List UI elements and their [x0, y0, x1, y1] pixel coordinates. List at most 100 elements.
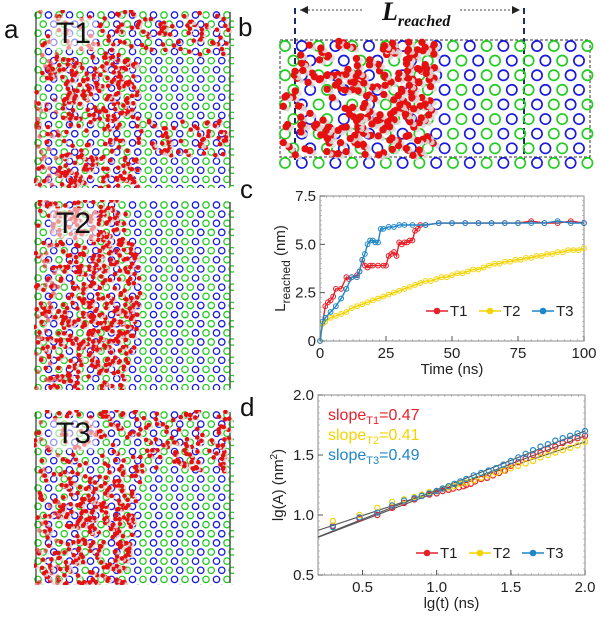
oxygen-atom [35, 120, 40, 126]
lattice-ring [228, 511, 234, 520]
oxygen-atom [51, 471, 57, 477]
oxygen-atom [223, 41, 229, 46]
lattice-ring [202, 157, 210, 166]
oxygen-atom [201, 151, 207, 156]
oxygen-atom [215, 443, 221, 449]
oxygen-atom [118, 292, 123, 298]
oxygen-atom [55, 284, 61, 290]
oxygen-atom [122, 288, 127, 293]
lattice-ring [497, 127, 510, 140]
lattice-ring [144, 338, 153, 346]
oxygen-atom [62, 572, 67, 578]
lattice-ring [170, 11, 179, 19]
oxygen-atom [167, 32, 173, 37]
oxygen-atom [80, 554, 85, 560]
lattice-ring [202, 255, 210, 264]
oxygen-atom [81, 89, 87, 94]
lattice-ring [228, 493, 234, 502]
lattice-ring [165, 265, 174, 273]
lattice-ring [196, 75, 205, 83]
lattice-ring [573, 83, 585, 96]
lattice-ring [212, 465, 221, 474]
lattice-ring [133, 438, 142, 447]
lattice-ring [165, 246, 174, 255]
oxygen-atom [79, 581, 85, 585]
lattice-ring [181, 84, 189, 92]
oxygen-atom [88, 283, 93, 289]
lattice-ring [228, 210, 234, 218]
oxygen-atom [394, 91, 402, 100]
oxygen-atom [35, 340, 41, 345]
oxygen-atom [106, 38, 111, 43]
lattice-ring [154, 566, 163, 575]
lattice-ring [196, 319, 205, 328]
oxygen-atom [118, 74, 123, 79]
lattice-ring [228, 20, 234, 28]
oxygen-atom [134, 416, 140, 422]
oxygen-atom [104, 61, 109, 66]
lattice-ring [175, 111, 184, 120]
lattice-ring [91, 129, 100, 138]
lattice-ring [165, 319, 174, 328]
oxygen-atom [112, 215, 118, 221]
oxygen-atom [41, 240, 46, 246]
lattice-ring [170, 292, 179, 301]
oxygen-atom [103, 277, 108, 283]
oxygen-atom [205, 120, 210, 125]
lattice-ring [55, 255, 63, 264]
lattice-ring [531, 69, 543, 82]
lattice-ring [107, 429, 116, 438]
oxygen-atom [61, 325, 67, 331]
oxygen-atom [216, 430, 222, 436]
lattice-ring [196, 301, 205, 310]
oxygen-atom [170, 23, 175, 29]
lattice-ring [144, 56, 153, 65]
lattice-ring [133, 148, 142, 156]
oxygen-atom [388, 145, 397, 154]
oxygen-atom [107, 361, 112, 367]
lattice-ring [489, 142, 501, 155]
oxygen-atom [169, 435, 175, 441]
lattice-ring [531, 98, 543, 111]
oxygen-atom [66, 92, 71, 98]
oxygen-atom [197, 52, 203, 57]
oxygen-atom [117, 253, 122, 258]
lattice-ring [139, 102, 147, 111]
oxygen-atom [82, 322, 88, 328]
lattice-ring [165, 301, 174, 310]
lattice-ring [463, 40, 476, 52]
oxygen-atom [130, 100, 136, 106]
lattice-ring [144, 283, 153, 292]
oxygen-atom [48, 293, 54, 299]
oxygen-atom [187, 412, 193, 418]
lattice-ring [217, 265, 226, 273]
oxygen-atom [350, 78, 358, 87]
lattice-ring [212, 175, 221, 184]
oxygen-atom [97, 23, 103, 29]
lattice-ring [217, 511, 226, 520]
oxygen-atom [91, 240, 97, 246]
lattice-ring [217, 283, 226, 292]
lattice-ring [212, 520, 221, 529]
oxygen-atom [85, 107, 90, 113]
oxygen-atom [87, 174, 93, 180]
lattice-ring [186, 93, 195, 102]
oxygen-atom [129, 491, 135, 497]
oxygen-atom [146, 120, 152, 125]
oxygen-atom [108, 422, 114, 427]
oxygen-atom [143, 437, 149, 443]
oxygen-atom [104, 234, 109, 240]
oxygen-atom [125, 109, 131, 114]
oxygen-atom [90, 540, 96, 545]
oxygen-atom [70, 469, 75, 475]
oxygen-atom [182, 448, 187, 453]
oxygen-atom [137, 290, 143, 296]
lattice-ring [202, 102, 210, 111]
lattice-ring [165, 566, 174, 575]
oxygen-atom [125, 434, 130, 440]
lattice-ring [279, 69, 291, 82]
oxygen-atom [113, 457, 118, 463]
oxygen-atom [110, 566, 116, 572]
oxygen-atom [102, 516, 107, 522]
oxygen-atom [122, 40, 127, 45]
